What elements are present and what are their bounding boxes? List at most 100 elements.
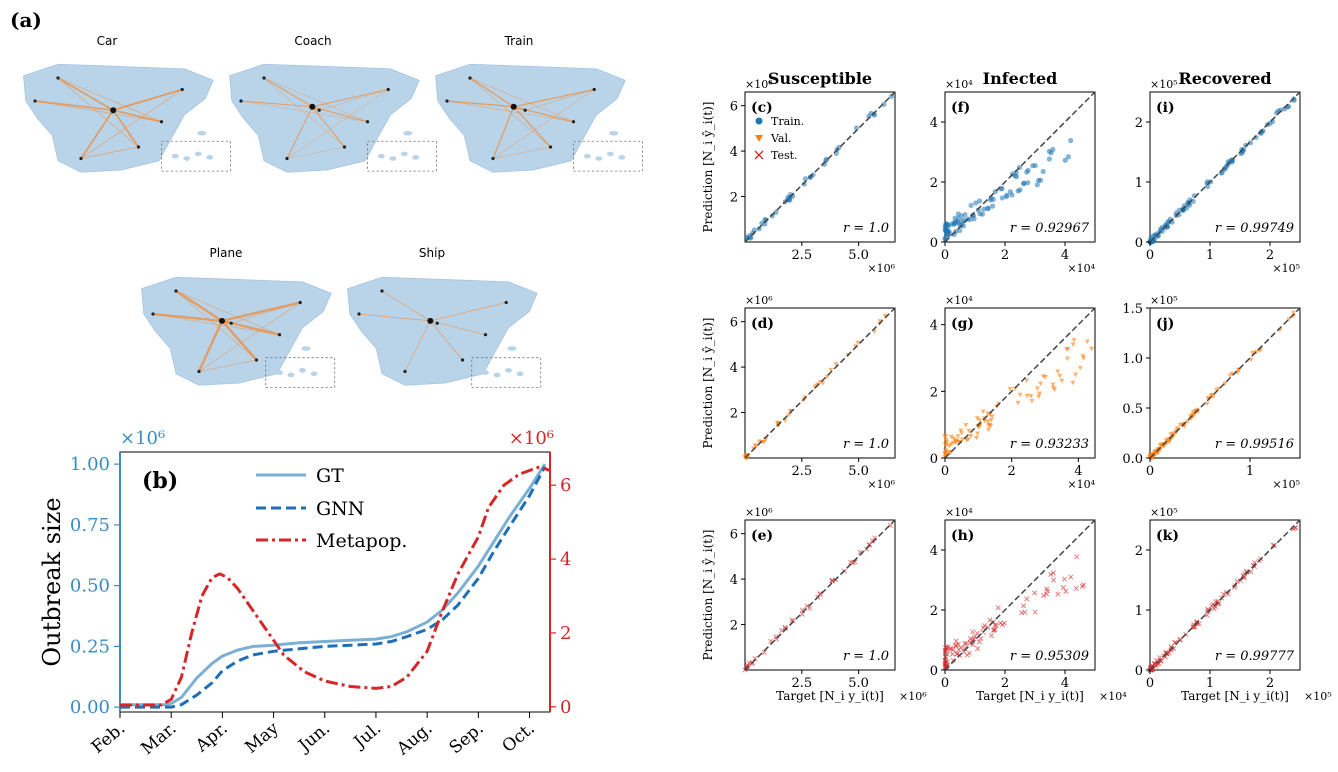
y-tick-label: 2 (930, 385, 938, 400)
data-point (1204, 612, 1210, 618)
scatter-frame (944, 307, 1096, 459)
data-point (1079, 583, 1086, 590)
x-tick-label: 5.0 (848, 676, 869, 691)
data-point (1157, 443, 1163, 449)
map-edge (80, 109, 114, 159)
data-point (1291, 310, 1297, 316)
map-title-train: Train (504, 34, 534, 48)
x-tick-label: 1 (1206, 676, 1214, 691)
data-point (1032, 162, 1038, 169)
map-edge (57, 77, 114, 111)
data-point (978, 635, 984, 641)
map-node (56, 76, 60, 80)
data-point (761, 649, 767, 656)
y-tick-label: 0 (1135, 236, 1143, 251)
data-point (881, 101, 887, 107)
data-point (968, 434, 974, 439)
map-land (435, 63, 626, 173)
data-point (871, 111, 877, 117)
data-point (1015, 400, 1021, 406)
data-point (824, 156, 830, 162)
data-point (1084, 339, 1090, 345)
plot-frame (119, 451, 551, 713)
data-point (988, 423, 994, 429)
legend-marker-test (754, 150, 764, 160)
data-point (942, 226, 948, 233)
data-point (943, 221, 949, 227)
x-exponent-label: ×10⁶ (899, 690, 927, 703)
data-point (953, 638, 959, 644)
x-tick-label: 2.5 (791, 464, 812, 479)
series-line-metapop (120, 465, 551, 707)
x-tick-label-Feb: Feb. (88, 719, 129, 758)
data-point (985, 411, 991, 416)
right-tick-label: 2 (560, 623, 571, 644)
data-point (1007, 386, 1013, 392)
map-edge (240, 100, 313, 108)
data-point (962, 641, 968, 647)
data-point (962, 211, 968, 218)
x-exponent-label: ×10⁶ (867, 262, 895, 275)
y-tick-label: 4 (930, 319, 938, 334)
map-island (493, 372, 501, 378)
x-tick-label: 0 (941, 676, 949, 691)
x-tick-label: 4 (1074, 464, 1082, 479)
data-point (1168, 432, 1174, 437)
y-exponent-label: ×10⁴ (945, 78, 973, 91)
data-point (988, 418, 994, 423)
x-tick-label-Jul: Jul. (349, 719, 385, 754)
data-point (1057, 373, 1063, 379)
data-point (1236, 367, 1242, 373)
data-point (1064, 356, 1070, 362)
panel-label: (d) (751, 316, 774, 332)
map-island (171, 153, 179, 159)
correlation-label: r = 1.0 (843, 649, 889, 664)
data-point (853, 125, 860, 131)
x-tick-label: 0 (1146, 248, 1154, 263)
map-edge (492, 106, 515, 159)
identity-line (1149, 519, 1301, 671)
data-point (989, 414, 995, 419)
data-point (1012, 173, 1018, 179)
map-title-plane: Plane (209, 246, 243, 260)
data-point (956, 647, 962, 653)
left-tick-label: 0.25 (70, 636, 110, 657)
map-title-coach: Coach (294, 34, 332, 48)
data-point (1061, 576, 1068, 582)
data-point (1234, 578, 1240, 584)
map-island (618, 155, 626, 160)
map-node (571, 120, 576, 124)
x-tick-label-Jun: Jun. (293, 719, 334, 758)
data-point (1247, 140, 1254, 146)
y-tick-label: 0 (930, 236, 938, 251)
data-point (1243, 142, 1249, 148)
data-point (942, 645, 948, 651)
x-tick-label-May: May (241, 718, 283, 757)
data-point (955, 211, 961, 217)
data-point (1024, 596, 1030, 602)
panel-label: (c) (751, 100, 773, 116)
data-point (944, 651, 950, 657)
data-point (1055, 591, 1061, 597)
y-tick-label: 4 (730, 573, 738, 588)
map-title-ship: Ship (418, 246, 446, 260)
data-point (1192, 624, 1198, 630)
map-network-3 (435, 63, 643, 173)
data-point (855, 340, 861, 346)
data-point (1038, 381, 1044, 387)
data-point (799, 611, 805, 617)
data-point (820, 381, 826, 386)
map-node (277, 333, 282, 337)
map-node (548, 145, 553, 149)
canary-islands-box (265, 357, 336, 389)
data-point (1007, 189, 1013, 195)
data-point (786, 412, 792, 418)
x-axis-label: Target [N_i y_i(t)] (976, 689, 1084, 703)
data-point (949, 651, 956, 657)
data-point (1060, 584, 1066, 591)
data-point (1073, 585, 1079, 591)
legend-marker-train (755, 117, 763, 125)
data-point (1020, 181, 1027, 187)
data-point (1209, 392, 1215, 398)
